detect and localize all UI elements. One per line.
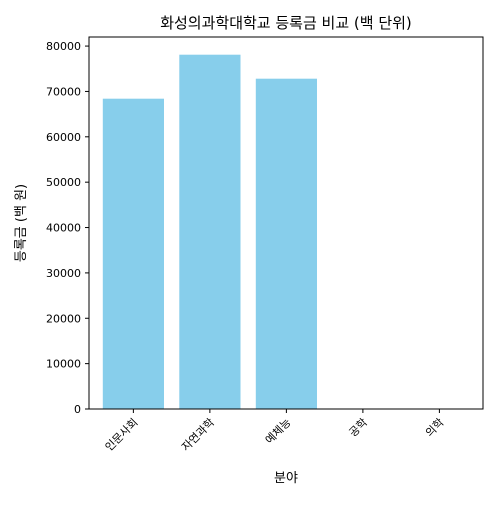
plot-frame: [88, 36, 484, 410]
x-tick-label: 의학: [423, 416, 447, 440]
y-axis-label: 등록금 (백 원): [14, 184, 29, 262]
x-tick-label: 자연과학: [179, 416, 217, 454]
y-tick-label: 50000: [46, 176, 81, 189]
x-tick-label: 공학: [346, 416, 370, 440]
y-tick-label: 60000: [46, 131, 81, 144]
bar-1: [102, 98, 164, 409]
bar-3: [255, 78, 317, 409]
x-axis: 인문사회 자연과학 예체능 공학 의학: [103, 409, 447, 454]
x-tick-label: 예체능: [263, 416, 294, 447]
plot-area: [102, 54, 317, 409]
y-axis: 0 10000 20000 30000 40000 50000 60000 70000 8000…: [46, 40, 89, 416]
x-tick-label: 인문사회: [103, 416, 141, 454]
y-tick-label: 0: [74, 403, 81, 416]
chart-title: 화성의과학대학교 등록금 비교 (백 단위): [160, 14, 412, 32]
y-tick-label: 80000: [46, 40, 81, 53]
y-tick-label: 10000: [46, 358, 81, 371]
x-axis-label: 분야: [274, 471, 298, 486]
y-tick-label: 40000: [46, 222, 81, 235]
bar-2: [179, 54, 241, 409]
y-tick-label: 20000: [46, 312, 81, 325]
y-tick-label: 70000: [46, 85, 81, 98]
y-tick-label: 30000: [46, 267, 81, 280]
